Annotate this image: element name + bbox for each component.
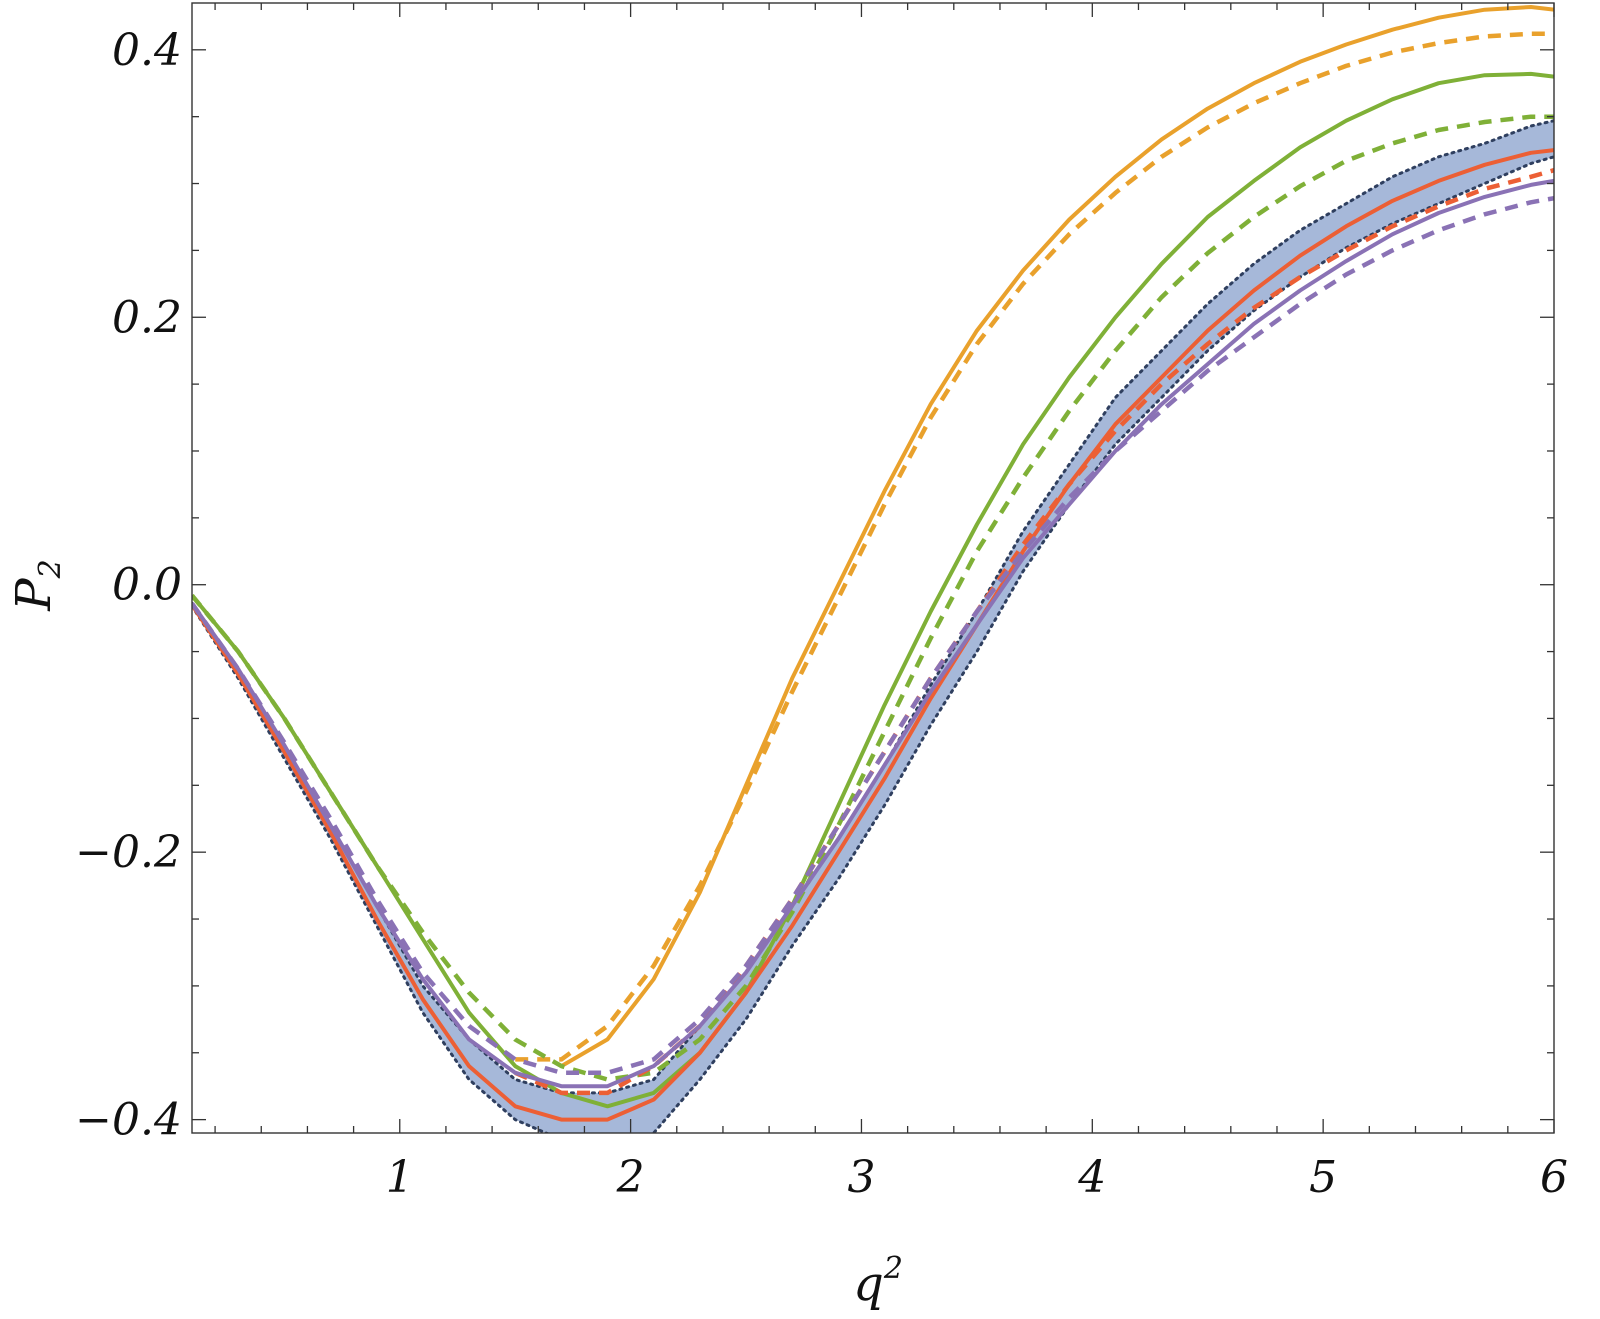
tick-label-layer: 1 2 3 4 5 6 −0.4 −0.2 0.0 0.2 0.4 — [75, 25, 1568, 1203]
plot-frame — [191, 2, 1555, 1134]
y-tick-label: −0.4 — [75, 1095, 182, 1146]
series-line-2 — [515, 31, 1554, 1062]
y-tick-label: 0.0 — [112, 560, 182, 611]
x-tick-label: 4 — [1077, 1152, 1106, 1203]
x-tick-label: 3 — [847, 1152, 875, 1203]
x-tick-label: 6 — [1540, 1152, 1568, 1203]
series-line-8 — [192, 195, 1554, 1076]
series-line-5 — [192, 148, 1554, 1122]
series-layer — [192, 5, 1554, 1122]
x-tick-label: 5 — [1309, 1152, 1337, 1203]
x-axis-label: q2 — [853, 1251, 903, 1312]
x-tick-label: 2 — [616, 1152, 645, 1203]
y-tick-label: 0.4 — [112, 25, 182, 76]
y-tick-label: −0.2 — [75, 827, 182, 878]
x-axis-label-superscript: 2 — [883, 1251, 903, 1286]
series-line-1 — [560, 5, 1554, 1068]
series-line-6 — [514, 168, 1554, 1096]
band-lower-edge — [192, 155, 1554, 1133]
series-line-4 — [192, 114, 1554, 1082]
y-axis-label-subscript: 2 — [33, 559, 68, 579]
y-axis-label-base: P — [6, 578, 62, 612]
series-line-3 — [192, 71, 1554, 1109]
series-line-7 — [192, 178, 1554, 1089]
y-axis-label: P2 — [6, 559, 68, 611]
y-tick-label: 0.2 — [112, 292, 182, 343]
x-axis-label-base: q — [853, 1256, 884, 1312]
x-tick-label: 1 — [386, 1152, 414, 1203]
tick-layer — [192, 3, 1555, 1133]
